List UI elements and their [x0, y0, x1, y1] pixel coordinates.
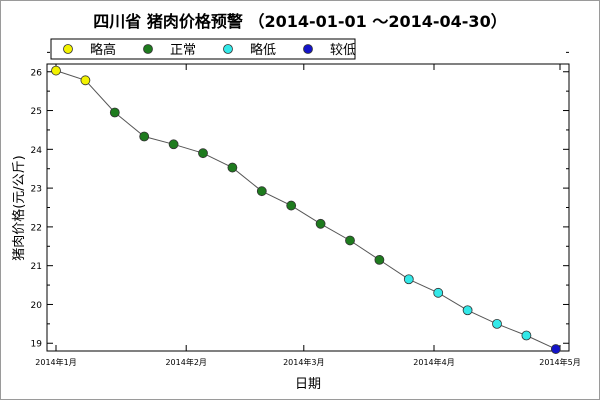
data-point-2014-03-26: [403, 274, 414, 285]
data-point-2014-04-02: [433, 287, 444, 298]
data-point-2014-02-26: [286, 200, 297, 211]
x-tick-label: 2014年2月: [165, 357, 206, 367]
legend: 略高 正常 略低 较低: [50, 38, 356, 60]
data-point-2014-01-15: [109, 107, 120, 118]
legend-label-slightly_low: 略低: [250, 42, 276, 58]
legend-marker-lower: [303, 44, 313, 54]
legend-marker-slightly_high: [63, 44, 73, 54]
y-tick-label: 22: [31, 223, 42, 233]
data-point-2014-04-09: [462, 305, 473, 316]
y-tick-label: 23: [31, 185, 42, 195]
price-points: [51, 65, 561, 354]
legend-label-lower: 较低: [330, 43, 356, 58]
y-tick-label: 24: [31, 146, 43, 156]
y-tick-label: 19: [31, 340, 43, 350]
y-tick-label: 21: [31, 262, 42, 272]
y-tick-label: 20: [31, 301, 43, 311]
price-series-line: [55, 70, 557, 350]
y-axis-label: 猪肉价格(元/公斤): [11, 155, 27, 261]
data-point-2014-02-19: [256, 186, 267, 197]
data-point-2014-02-05: [198, 148, 208, 159]
x-tick-label: 2014年4月: [413, 357, 454, 367]
data-point-2014-01-22: [139, 131, 150, 142]
legend-label-slightly_high: 略高: [90, 42, 116, 58]
data-point-2014-01-01: [51, 65, 61, 76]
legend-box: [50, 38, 356, 60]
data-point-2014-04-16: [492, 318, 502, 329]
x-tick-label: 2014年3月: [283, 357, 324, 367]
data-point-2014-03-05: [315, 218, 326, 229]
data-point-2014-03-12: [345, 235, 355, 246]
data-point-2014-01-29: [168, 139, 179, 150]
x-tick-label: 2014年5月: [539, 357, 580, 367]
legend-marker-normal: [143, 44, 153, 54]
data-point-2014-03-19: [374, 254, 385, 265]
plot-area: [46, 63, 570, 352]
data-point-2014-01-08: [80, 75, 91, 86]
y-axis: 19 20 21 22 23 24 25 26: [31, 51, 569, 350]
x-tick-label: 2014年1月: [35, 357, 76, 367]
legend-label-normal: 正常: [170, 43, 196, 58]
chart-title: 四川省 猪肉价格预警 （2014-01-01 ～2014-04-30）: [93, 12, 506, 31]
data-point-2014-02-12: [227, 162, 238, 173]
y-tick-label: 26: [31, 68, 43, 78]
x-axis-label: 日期: [295, 377, 321, 392]
y-tick-label: 25: [31, 107, 42, 117]
data-point-2014-04-23: [521, 330, 532, 341]
data-point-2014-04-30: [550, 344, 561, 354]
x-axis: 2014年1月 2014年2月 2014年3月 2014年4月 2014年5月: [35, 64, 581, 367]
legend-marker-slightly_low: [223, 44, 233, 54]
